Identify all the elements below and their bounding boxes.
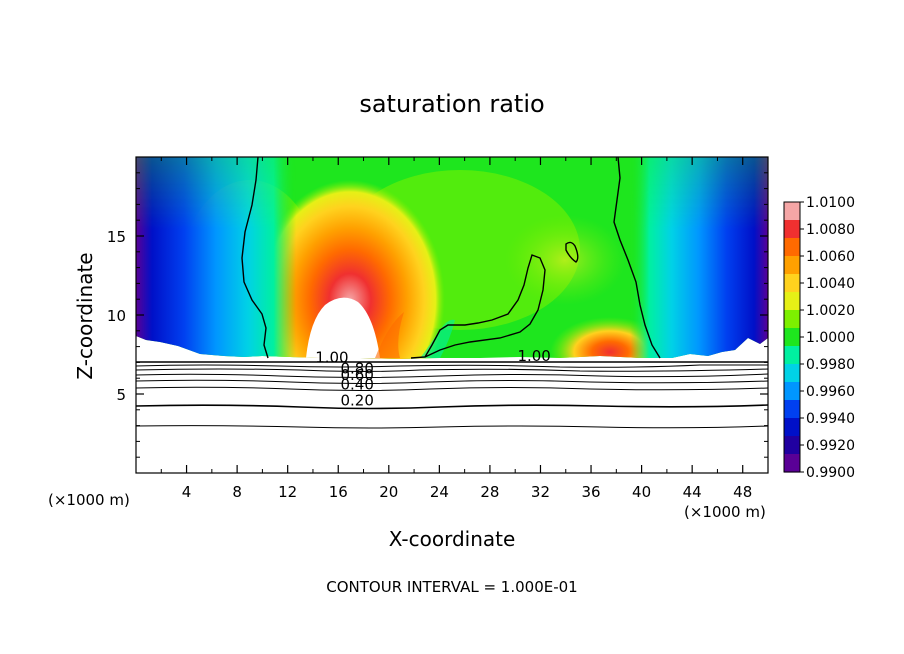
colorbar: 1.0100 1.0080 1.0060 1.0040 1.0020 1.0000 0.99… xyxy=(783,195,855,481)
colorbar-swatch xyxy=(784,310,800,329)
y-tick-label: 10 xyxy=(107,307,126,325)
colorbar-label: 0.9920 xyxy=(806,438,855,454)
x-tick-label: 48 xyxy=(733,483,752,501)
x-tick-label: 40 xyxy=(632,483,651,501)
colorbar-swatch xyxy=(784,382,800,401)
colorbar-swatch xyxy=(784,274,800,293)
colorbar-swatch xyxy=(784,328,800,347)
x-tick-label: 28 xyxy=(480,483,499,501)
colorbar-swatch xyxy=(784,238,800,257)
contour-label: 0.60 xyxy=(340,366,373,384)
contour-label: 0.20 xyxy=(340,391,373,409)
contour-labels: 1.000.800.600.400.201.00 xyxy=(315,347,551,409)
contour-interval-note: CONTOUR INTERVAL = 1.000E-01 xyxy=(326,578,577,596)
colorbar-swatch xyxy=(784,256,800,275)
colorbar-swatch xyxy=(784,454,800,473)
x-ticks: 4 8 12 16 20 24 28 32 36 40 44 48 xyxy=(160,157,752,501)
x-tick-label: 12 xyxy=(278,483,297,501)
x-tick-label: 24 xyxy=(430,483,449,501)
colorbar-swatch xyxy=(784,292,800,311)
contour-label: 1.00 xyxy=(315,349,348,367)
x-unit-right: (×1000 m) xyxy=(684,503,766,521)
x-tick-label: 32 xyxy=(531,483,550,501)
y-tick-label: 5 xyxy=(116,386,126,404)
color-field xyxy=(136,157,768,359)
x-tick-label: 4 xyxy=(182,483,192,501)
colorbar-swatch xyxy=(784,418,800,437)
contour-label: 0.40 xyxy=(340,376,373,394)
colorbar-label: 1.0100 xyxy=(806,195,855,211)
colorbar-label: 1.0060 xyxy=(806,249,855,265)
colorbar-swatch xyxy=(784,220,800,239)
lower-contour-lines xyxy=(135,361,769,429)
colorbar-swatch xyxy=(784,202,800,221)
y-ticks: 5 10 15 xyxy=(107,172,768,458)
colorbar-label: 1.0080 xyxy=(806,222,855,238)
colorbar-swatch xyxy=(784,436,800,455)
x-axis-label: X-coordinate xyxy=(389,527,516,551)
colorbar-label: 0.9900 xyxy=(806,465,855,481)
colorbar-label: 0.9940 xyxy=(806,411,855,427)
colorbar-swatch xyxy=(784,364,800,383)
y-tick-label: 15 xyxy=(107,228,126,246)
contour-label: 1.00 xyxy=(517,347,550,365)
colorbar-swatch xyxy=(784,346,800,365)
colorbar-label: 1.0000 xyxy=(806,330,855,346)
colorbar-label: 0.9960 xyxy=(806,384,855,400)
x-unit-left: (×1000 m) xyxy=(48,491,130,509)
x-tick-label: 36 xyxy=(581,483,600,501)
x-tick-label: 8 xyxy=(232,483,242,501)
chart-title: saturation ratio xyxy=(359,90,544,118)
x-tick-label: 44 xyxy=(683,483,702,501)
x-tick-label: 16 xyxy=(329,483,348,501)
saturation-contour xyxy=(241,156,661,359)
colorbar-label: 1.0020 xyxy=(806,303,855,319)
colorbar-label: 1.0040 xyxy=(806,276,855,292)
x-tick-label: 20 xyxy=(379,483,398,501)
colorbar-label: 0.9980 xyxy=(806,357,855,373)
colorbar-swatch xyxy=(784,400,800,419)
contour-label: 0.80 xyxy=(340,360,373,378)
y-axis-label: Z-coordinate xyxy=(73,252,97,379)
